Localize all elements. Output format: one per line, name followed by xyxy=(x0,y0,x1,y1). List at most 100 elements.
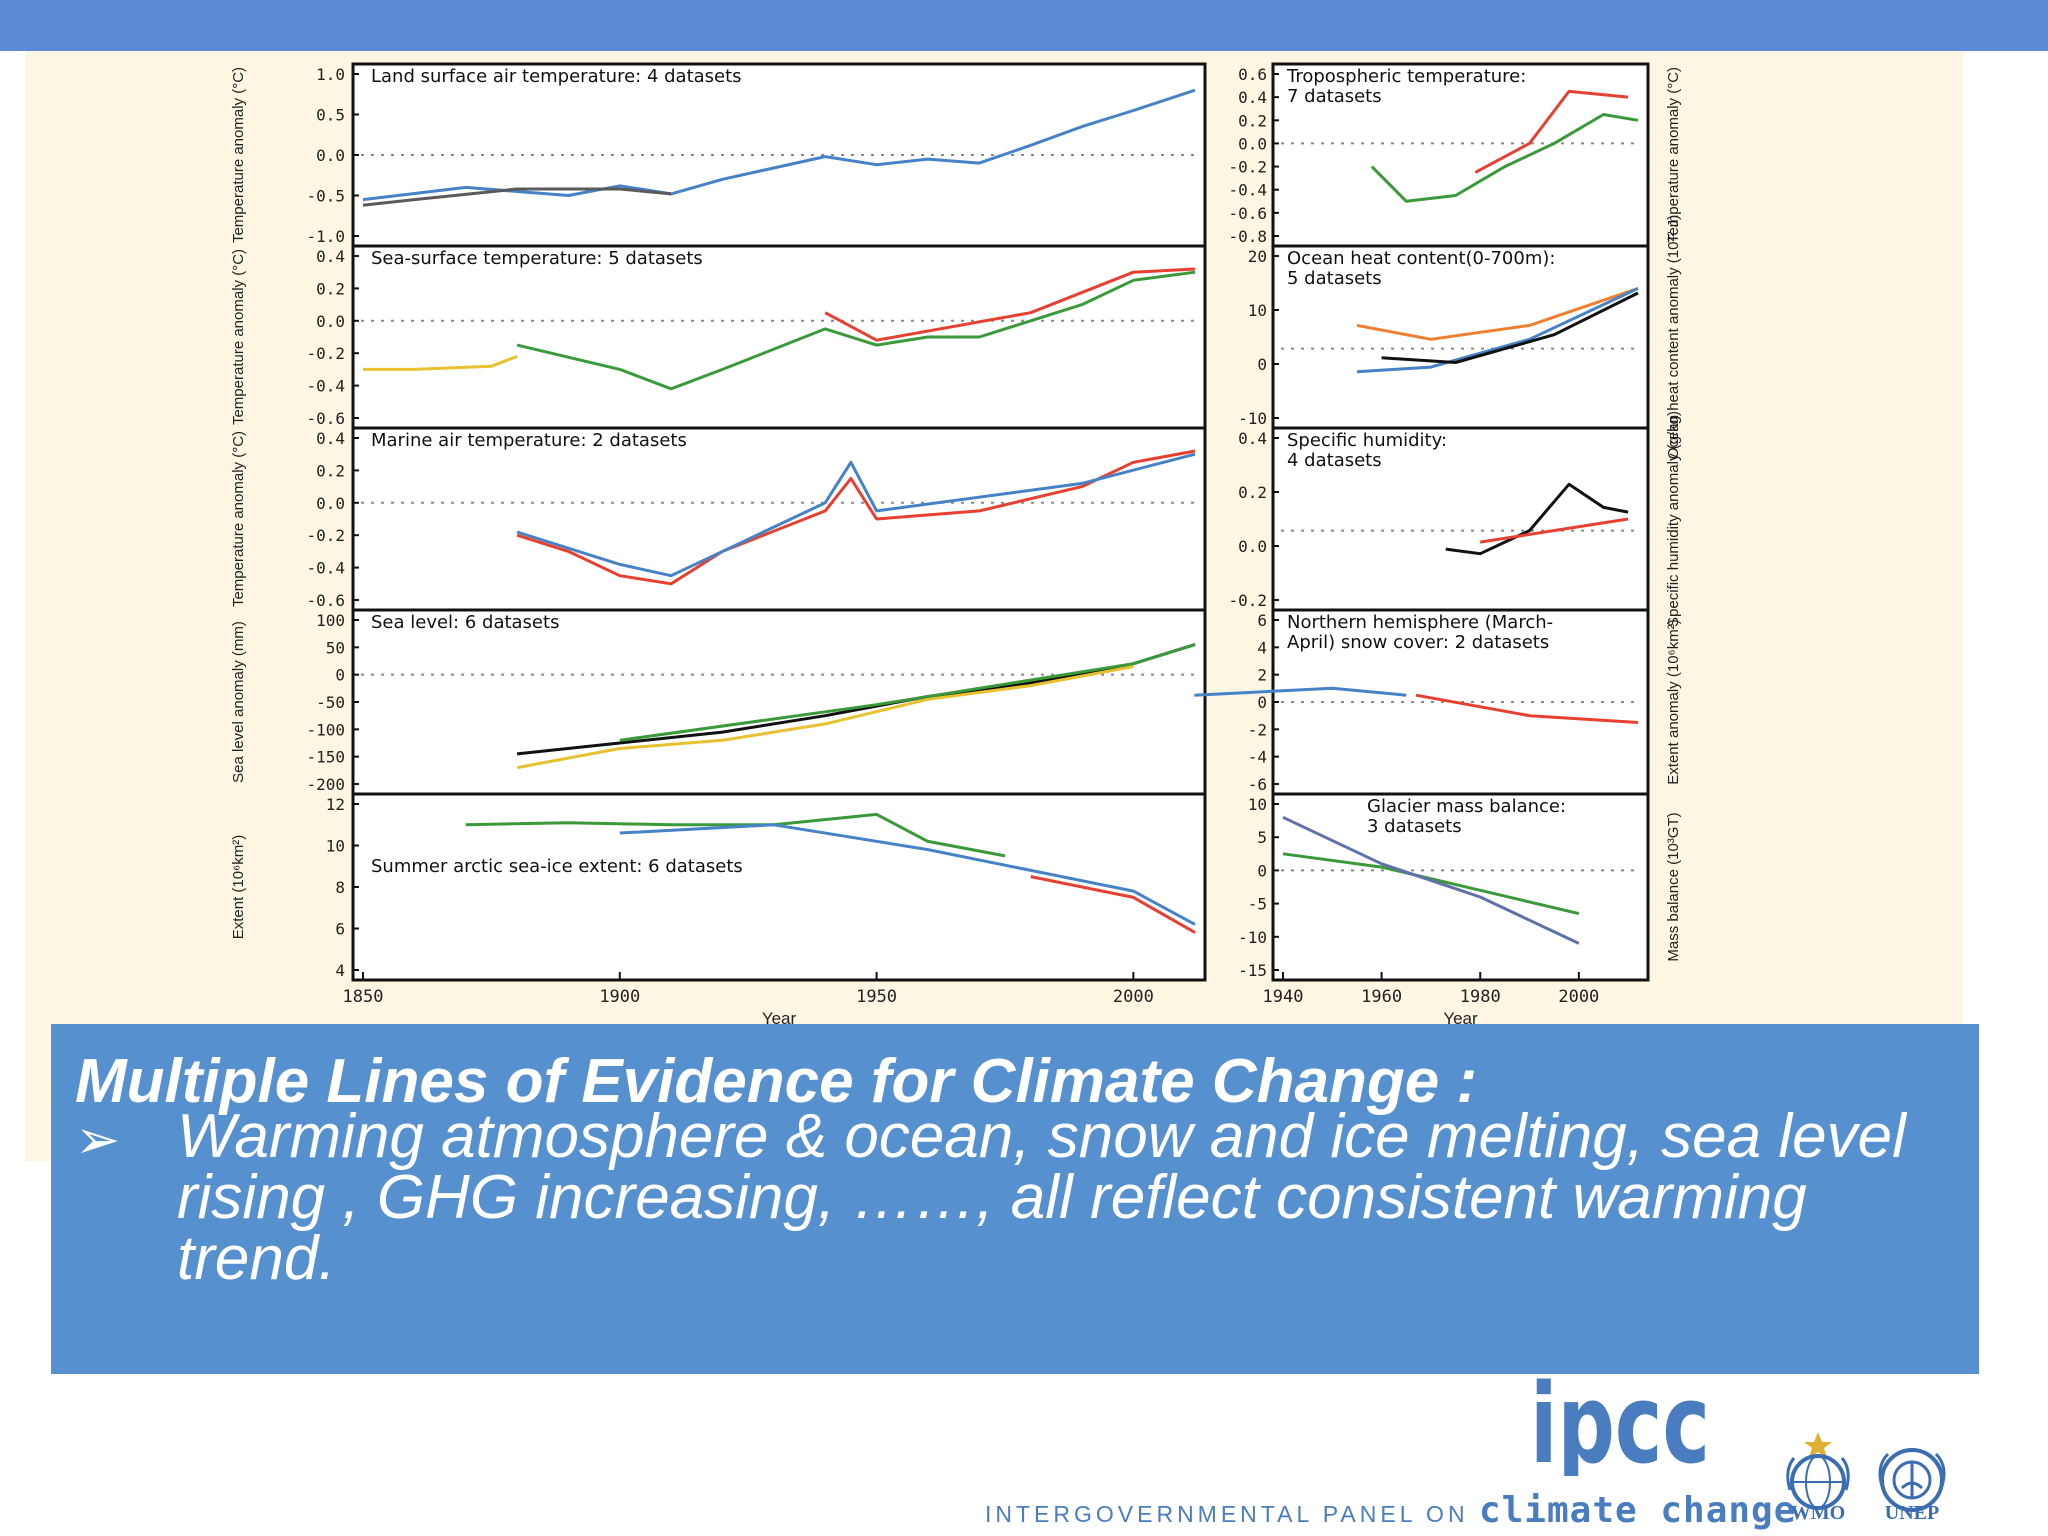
panel-title: Land surface air temperature: 4 datasets xyxy=(371,66,742,87)
y-tick-label: 1.0 xyxy=(316,65,345,84)
ipcc-logo-text: ipcc xyxy=(1530,1372,1710,1476)
y-tick-label: 0.4 xyxy=(1238,429,1267,448)
panel-1: 1.0 0.5 0.0 -0.5 -1.0 Temperature anomaly (°C… xyxy=(230,65,1197,246)
y-tick-label: -100 xyxy=(306,720,345,739)
y-tick-label: -15 xyxy=(1238,961,1267,980)
series-line-3 xyxy=(619,643,1196,742)
y-tick-label: 12 xyxy=(326,795,345,814)
series-line-1 xyxy=(362,88,1196,202)
panel-title: Northern hemisphere (March-April) snow c… xyxy=(1287,612,1553,653)
y-tick-label: -0.2 xyxy=(1228,158,1267,177)
y-tick-label: -10 xyxy=(1238,928,1267,947)
right-panel-frame xyxy=(1271,62,1650,982)
org-name-prefix: INTERGOVERNMENTAL PANEL ON xyxy=(985,1501,1479,1527)
x-tick-label: 1960 xyxy=(1361,987,1402,1007)
y-axis-label: Temperature anomaly (°C) xyxy=(230,67,247,243)
series-line-3 xyxy=(1030,875,1196,934)
x-tick-label: 1980 xyxy=(1460,987,1501,1007)
y-tick-label: 0.4 xyxy=(316,247,345,266)
y-tick-label: -0.2 xyxy=(306,526,345,545)
y-tick-label: -0.4 xyxy=(1228,181,1267,200)
y-tick-label: -0.5 xyxy=(306,187,345,206)
y-tick-label: 0.5 xyxy=(316,106,345,125)
y-tick-label: -0.6 xyxy=(306,409,345,428)
panel-title: Sea level: 6 datasets xyxy=(371,612,559,633)
y-tick-label: -200 xyxy=(306,775,345,794)
y-tick-label: -2 xyxy=(1248,720,1267,739)
panel-title: Sea-surface temperature: 5 datasets xyxy=(371,248,703,269)
panel-2: 0.4 0.2 0.0 -0.2 -0.4 -0.6 Temperature anomaly… xyxy=(230,244,1205,428)
series-line-2 xyxy=(1479,517,1629,544)
y-tick-label: 50 xyxy=(326,638,345,657)
panel-10: 10 5 0 -5 -10 -15 Mass balance (10³GT) Glacier … xyxy=(1238,792,1682,1028)
y-tick-label: -0.2 xyxy=(306,344,345,363)
y-tick-label: 0 xyxy=(1257,355,1267,374)
panel-title: Specific humidity: 4 datasets xyxy=(1287,430,1447,471)
series-line-2 xyxy=(516,452,1196,578)
y-tick-label: 0.0 xyxy=(316,494,345,513)
y-tick-label: 0.2 xyxy=(316,461,345,480)
y-tick-label: 0.0 xyxy=(1238,134,1267,153)
y-tick-label: -4 xyxy=(1248,748,1267,767)
y-tick-label: 100 xyxy=(316,611,345,630)
series-line-2 xyxy=(516,270,1196,391)
y-tick-label: 0.2 xyxy=(316,279,345,298)
y-tick-label: 0.0 xyxy=(316,312,345,331)
caption-box: Multiple Lines of Evidence for Climate C… xyxy=(51,1024,1979,1374)
y-tick-label: -150 xyxy=(306,748,345,767)
caption-body: Warming atmosphere & ocean, snow and ice… xyxy=(177,1102,1906,1293)
y-tick-label: 4 xyxy=(1257,638,1267,657)
y-tick-label: 2 xyxy=(1257,666,1267,685)
y-tick-label: 0 xyxy=(335,666,345,685)
top-bar xyxy=(0,0,2048,51)
y-axis-label: Extent (10⁶km²) xyxy=(230,835,247,940)
wmo-label: WMO xyxy=(1790,1502,1846,1524)
panel-title: Tropospheric temperature: 7 datasets xyxy=(1286,66,1526,107)
panel-title: Summer arctic sea-ice extent: 6 datasets xyxy=(371,856,743,877)
climate-evidence-figure: 1.0 0.5 0.0 -0.5 -1.0 Temperature anomaly (°C… xyxy=(230,62,1682,1028)
x-tick-label: 2000 xyxy=(1558,987,1599,1007)
y-tick-label: 0.2 xyxy=(1238,111,1267,130)
y-tick-label: -5 xyxy=(1248,895,1267,914)
panel-3: 0.4 0.2 0.0 -0.2 -0.4 -0.6 Temperature anomaly… xyxy=(230,426,1205,610)
org-name-suffix: climate change xyxy=(1478,1490,1797,1531)
y-axis-label: Extent anomaly (10⁶km²) xyxy=(1665,619,1682,784)
left-panel-frame xyxy=(351,62,1207,982)
x-axis-label: Year xyxy=(762,1009,797,1028)
y-tick-label: -10 xyxy=(1238,409,1267,428)
y-axis-label: Mass balance (10³GT) xyxy=(1665,812,1682,961)
y-tick-label: -1.0 xyxy=(306,227,345,246)
y-tick-label: -6 xyxy=(1248,775,1267,794)
y-tick-label: 0.4 xyxy=(316,429,345,448)
y-tick-label: -0.2 xyxy=(1228,591,1267,610)
y-tick-label: 10 xyxy=(1248,795,1267,814)
y-tick-label: 10 xyxy=(1248,301,1267,320)
x-tick-label: 1940 xyxy=(1263,987,1304,1007)
y-tick-label: 0.2 xyxy=(1238,483,1267,502)
panel-6: 0.6 0.4 0.2 0.0 -0.2 -0.4 -0.6 -0.8 Temperature … xyxy=(1228,65,1682,246)
series-line-3 xyxy=(824,267,1196,342)
y-tick-label: -0.4 xyxy=(306,559,345,578)
series-line-2 xyxy=(362,187,672,207)
y-tick-label: 20 xyxy=(1248,247,1267,266)
x-tick-label: 2000 xyxy=(1113,987,1154,1007)
y-axis-label: Temperature anomaly (°C) xyxy=(230,431,247,607)
ipcc-logo: ipcc xyxy=(1530,1372,1710,1476)
series-line-1 xyxy=(1356,286,1639,341)
x-axis-label: Year xyxy=(1443,1009,1478,1028)
panel-title: Ocean heat content(0-700m): 5 datasets xyxy=(1287,248,1555,289)
y-tick-label: 10 xyxy=(326,837,345,856)
panel-title: Marine air temperature: 2 datasets xyxy=(371,430,687,451)
caption-title: Multiple Lines of Evidence for Climate C… xyxy=(75,1047,1478,1116)
y-tick-label: 0.0 xyxy=(1238,537,1267,556)
y-tick-label: 4 xyxy=(335,961,345,980)
y-tick-label: 0.6 xyxy=(1238,65,1267,84)
series-line-1 xyxy=(1194,686,1407,697)
series-line-2 xyxy=(1474,89,1629,174)
series-line-2 xyxy=(1282,815,1580,945)
y-tick-label: 0.0 xyxy=(316,146,345,165)
series-line-1 xyxy=(363,354,518,371)
y-tick-label: 6 xyxy=(1257,611,1267,630)
panel-7: 20 10 0 -10 Ocean heat content anomaly (10²²… xyxy=(1238,215,1682,459)
panel-title: Glacier mass balance: 3 datasets xyxy=(1367,796,1566,837)
